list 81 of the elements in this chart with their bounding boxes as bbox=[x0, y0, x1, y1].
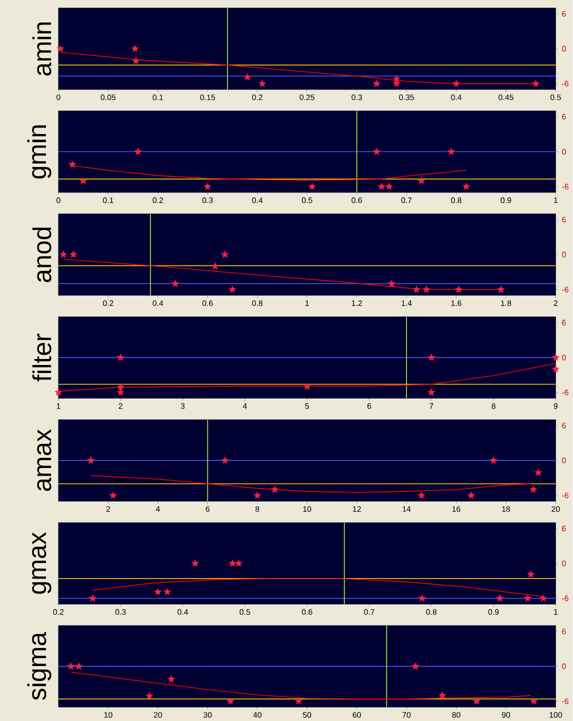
point bbox=[234, 559, 243, 567]
point bbox=[372, 148, 381, 156]
point bbox=[496, 594, 504, 602]
point bbox=[438, 691, 446, 699]
point bbox=[87, 456, 95, 464]
y-axis-title: gmin bbox=[27, 125, 52, 178]
point bbox=[191, 559, 200, 567]
point bbox=[467, 491, 476, 499]
y-axis-title: anod bbox=[32, 228, 52, 282]
point bbox=[412, 662, 420, 670]
point bbox=[116, 388, 125, 396]
point bbox=[131, 44, 140, 52]
point bbox=[134, 148, 142, 156]
point bbox=[221, 456, 230, 464]
point bbox=[418, 594, 426, 602]
point bbox=[109, 491, 118, 499]
point bbox=[530, 485, 538, 493]
point bbox=[67, 662, 76, 670]
point bbox=[385, 182, 394, 190]
point bbox=[211, 262, 220, 270]
point bbox=[244, 73, 252, 81]
point bbox=[146, 692, 154, 700]
point bbox=[552, 353, 560, 361]
point bbox=[527, 570, 535, 578]
point bbox=[228, 559, 237, 567]
point bbox=[88, 594, 97, 602]
point bbox=[534, 468, 542, 476]
point bbox=[388, 280, 396, 288]
point bbox=[80, 176, 88, 184]
point bbox=[204, 182, 212, 190]
point bbox=[454, 285, 463, 293]
point bbox=[163, 588, 172, 596]
point bbox=[552, 365, 560, 373]
point bbox=[392, 80, 401, 88]
y-axis-title: amin bbox=[32, 22, 52, 76]
point bbox=[452, 80, 460, 88]
point bbox=[372, 80, 381, 88]
line-series bbox=[70, 672, 532, 700]
point bbox=[116, 353, 125, 361]
point bbox=[472, 697, 481, 705]
point bbox=[221, 250, 230, 258]
point bbox=[532, 80, 540, 88]
point bbox=[154, 588, 162, 596]
point bbox=[422, 285, 431, 293]
point bbox=[448, 148, 456, 156]
y-axis-title: gmax bbox=[32, 532, 52, 594]
point bbox=[132, 56, 140, 64]
point bbox=[418, 491, 426, 499]
point bbox=[68, 160, 77, 168]
point bbox=[54, 388, 63, 396]
point bbox=[418, 176, 426, 184]
point bbox=[75, 662, 83, 670]
point bbox=[412, 285, 421, 293]
y-axis-title: amax bbox=[37, 429, 52, 491]
point bbox=[70, 250, 78, 258]
point bbox=[490, 456, 498, 464]
point bbox=[303, 382, 312, 390]
point bbox=[226, 697, 235, 705]
point bbox=[428, 353, 436, 361]
point bbox=[56, 44, 65, 52]
point bbox=[168, 674, 176, 683]
point bbox=[530, 697, 538, 705]
line-series bbox=[90, 475, 532, 493]
point bbox=[116, 383, 125, 391]
y-axis-title: filter bbox=[32, 334, 52, 382]
point bbox=[172, 280, 180, 288]
point bbox=[258, 80, 266, 88]
point bbox=[540, 594, 548, 602]
point bbox=[60, 250, 68, 258]
point bbox=[294, 697, 303, 705]
point bbox=[524, 594, 532, 602]
point bbox=[271, 485, 279, 493]
point bbox=[254, 491, 262, 499]
point bbox=[428, 388, 436, 396]
point bbox=[497, 285, 506, 293]
point bbox=[462, 182, 470, 190]
point bbox=[392, 74, 401, 82]
y-axis-title: sigma bbox=[27, 632, 52, 700]
point bbox=[378, 182, 386, 190]
point bbox=[308, 182, 316, 190]
point bbox=[228, 285, 237, 293]
